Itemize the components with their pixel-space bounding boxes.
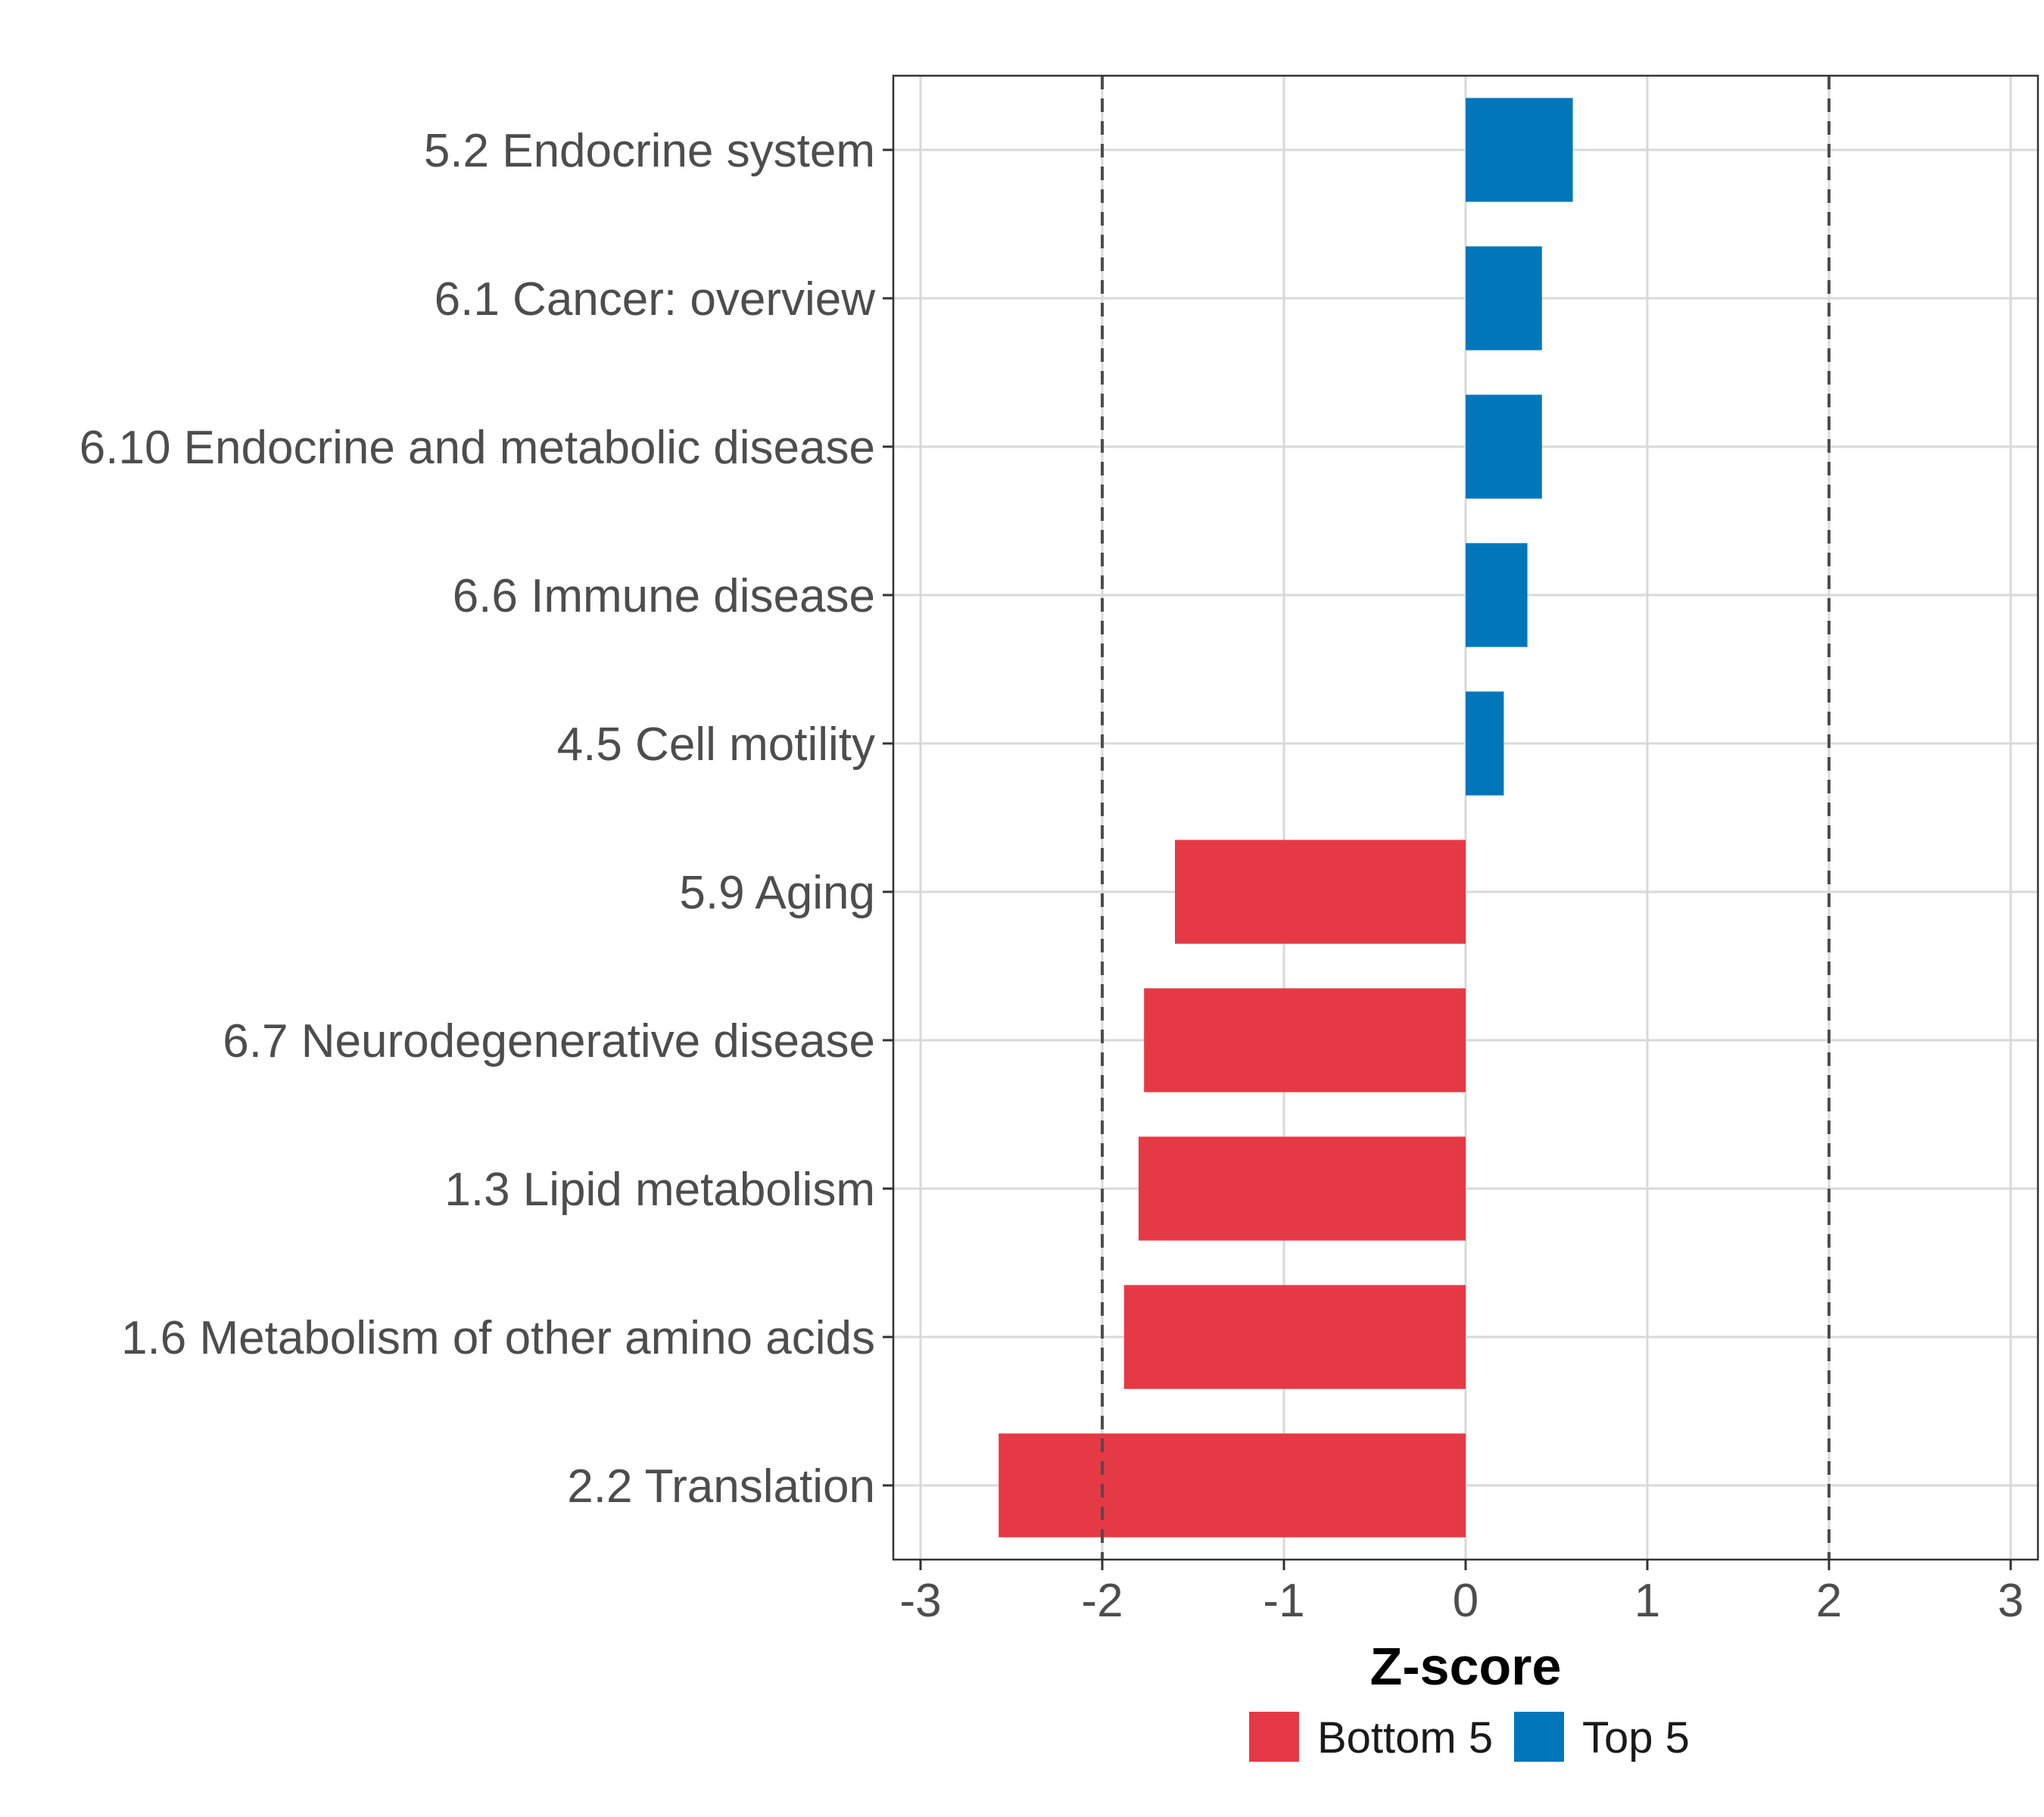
y-tick-label: 5.9 Aging: [679, 867, 875, 919]
legend: Bottom 5 Top 5: [1249, 1712, 1690, 1762]
bar: [1466, 394, 1542, 499]
x-tick-label: 2: [1816, 1575, 1842, 1627]
x-tick-label: -1: [1263, 1575, 1304, 1627]
x-axis: -3 -2 -1 0 1 2 3: [899, 1560, 2024, 1627]
x-tick-label: -3: [899, 1575, 941, 1627]
bar: [1144, 988, 1466, 1092]
y-tick-label: 1.3 Lipid metabolism: [444, 1164, 875, 1216]
bar: [999, 1433, 1466, 1538]
reference-lines: [1101, 76, 1831, 1560]
y-tick-label: 6.7 Neurodegenerative disease: [223, 1015, 875, 1067]
legend-label: Top 5: [1582, 1713, 1690, 1762]
legend-swatch: [1249, 1712, 1299, 1762]
bar: [1466, 691, 1504, 796]
legend-label: Bottom 5: [1317, 1713, 1493, 1762]
bar: [1466, 98, 1573, 202]
y-tick-label: 6.6 Immune disease: [453, 570, 875, 622]
x-axis-title: Z-score: [1370, 1637, 1562, 1696]
y-tick-label: 2.2 Translation: [567, 1460, 875, 1513]
bar: [1139, 1136, 1466, 1241]
x-tick-label: 1: [1634, 1575, 1660, 1627]
y-tick-label: 1.6 Metabolism of other amino acids: [121, 1312, 875, 1364]
y-axis: 5.2 Endocrine system 6.1 Cancer: overview…: [79, 125, 893, 1513]
bars: [999, 98, 1573, 1538]
y-tick-label: 4.5 Cell motility: [557, 718, 875, 771]
x-tick-label: 0: [1453, 1575, 1478, 1627]
bar: [1175, 840, 1466, 944]
x-tick-label: -2: [1081, 1575, 1123, 1627]
bar: [1466, 246, 1542, 351]
legend-swatch: [1514, 1712, 1564, 1762]
y-tick-label: 6.10 Endocrine and metabolic disease: [79, 422, 875, 474]
x-tick-label: 3: [1998, 1575, 2024, 1627]
y-tick-label: 6.1 Cancer: overview: [435, 273, 876, 326]
y-tick-label: 5.2 Endocrine system: [424, 125, 875, 177]
bar: [1466, 543, 1528, 647]
bar: [1123, 1285, 1466, 1389]
